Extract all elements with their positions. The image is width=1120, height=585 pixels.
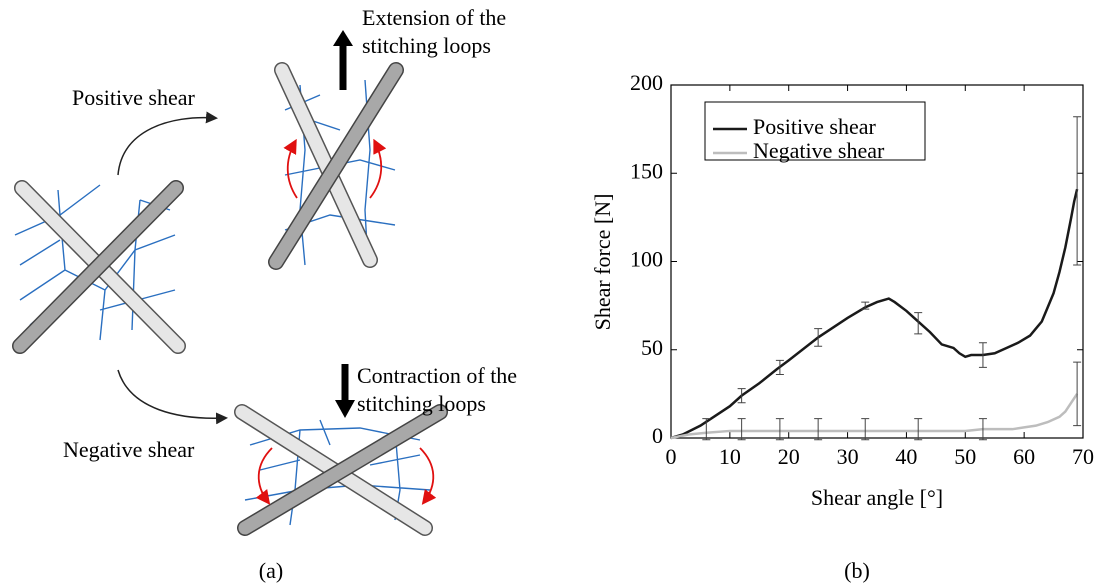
label: Negative shear (63, 437, 195, 462)
x-tick-label: 70 (1072, 444, 1094, 469)
chart: (b) Shear angle [°] Shear force [N] 0 10 2… (590, 70, 1094, 583)
error-bar (814, 418, 823, 441)
x-tick-label: 30 (837, 444, 859, 469)
error-bar (978, 418, 987, 441)
error-bar (861, 301, 870, 310)
error-bar (737, 388, 746, 404)
x-tick-label: 40 (895, 444, 917, 469)
x-tick-label: 20 (778, 444, 800, 469)
label: Contraction of the (357, 363, 517, 388)
label: stitching loops (357, 391, 486, 416)
error-bar (914, 312, 923, 335)
error-bar (861, 418, 870, 441)
label: stitching loops (362, 33, 491, 58)
error-bar (775, 418, 784, 441)
legend-label: Negative shear (753, 138, 885, 163)
label: Positive shear (72, 85, 195, 110)
series-line (670, 188, 1079, 440)
y-tick-label: 100 (630, 247, 663, 272)
positive-fabric (268, 62, 404, 270)
y-tick-label: 0 (652, 423, 663, 448)
negative-fabric (234, 404, 448, 536)
series-line (670, 393, 1079, 440)
y-axis-label: Shear force [N] (590, 194, 615, 331)
error-bar (1073, 116, 1082, 266)
x-tick-label: 50 (954, 444, 976, 469)
x-axis-label: Shear angle [°] (811, 485, 943, 510)
error-bar (737, 418, 746, 441)
diagram: Positive shear Negative shear Extension … (12, 5, 517, 583)
y-tick-label: 50 (641, 335, 663, 360)
legend-box (704, 101, 926, 161)
label: Extension of the (362, 5, 506, 30)
neutral-fabric (12, 180, 186, 354)
caption: (b) (844, 558, 870, 583)
error-bar (814, 328, 823, 347)
x-tick-label: 0 (666, 444, 677, 469)
error-bar (702, 418, 711, 441)
y-tick-label: 150 (630, 158, 663, 183)
x-tick-label: 60 (1013, 444, 1035, 469)
error-bar (1073, 361, 1082, 427)
caption: (a) (259, 558, 283, 583)
error-bar (775, 359, 784, 375)
error-bar (978, 342, 987, 368)
error-bar (914, 418, 923, 441)
y-tick-label: 200 (630, 70, 663, 95)
legend-label: Positive shear (753, 114, 876, 139)
x-tick-label: 10 (719, 444, 741, 469)
